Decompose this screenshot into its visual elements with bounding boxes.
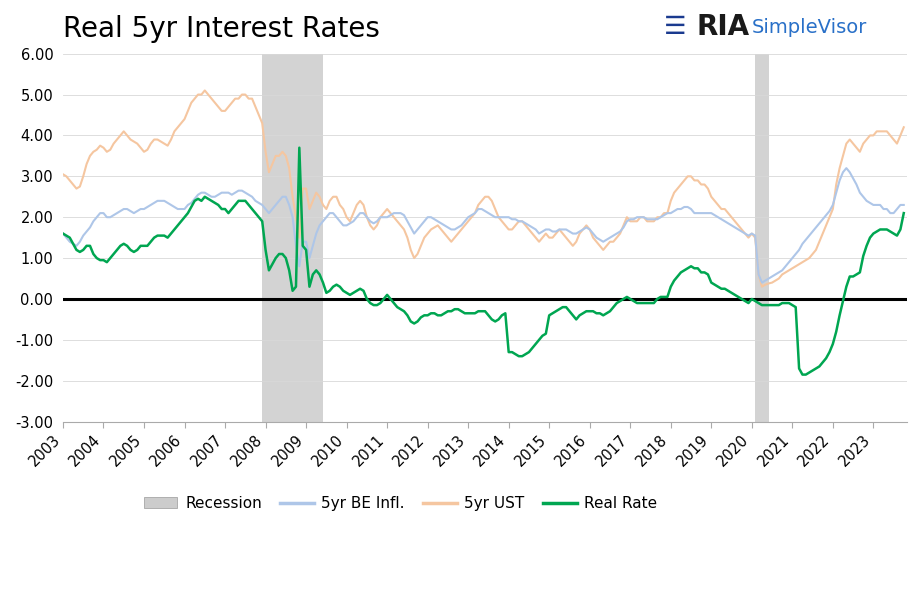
Text: RIA: RIA <box>696 13 750 41</box>
Text: Real 5yr Interest Rates: Real 5yr Interest Rates <box>63 15 380 43</box>
Bar <box>755 54 769 421</box>
Bar <box>262 54 323 421</box>
Legend: Recession, 5yr BE Infl., 5yr UST, Real Rate: Recession, 5yr BE Infl., 5yr UST, Real R… <box>137 490 664 517</box>
Text: ☰: ☰ <box>664 15 686 40</box>
Text: SimpleVisor: SimpleVisor <box>751 18 867 37</box>
